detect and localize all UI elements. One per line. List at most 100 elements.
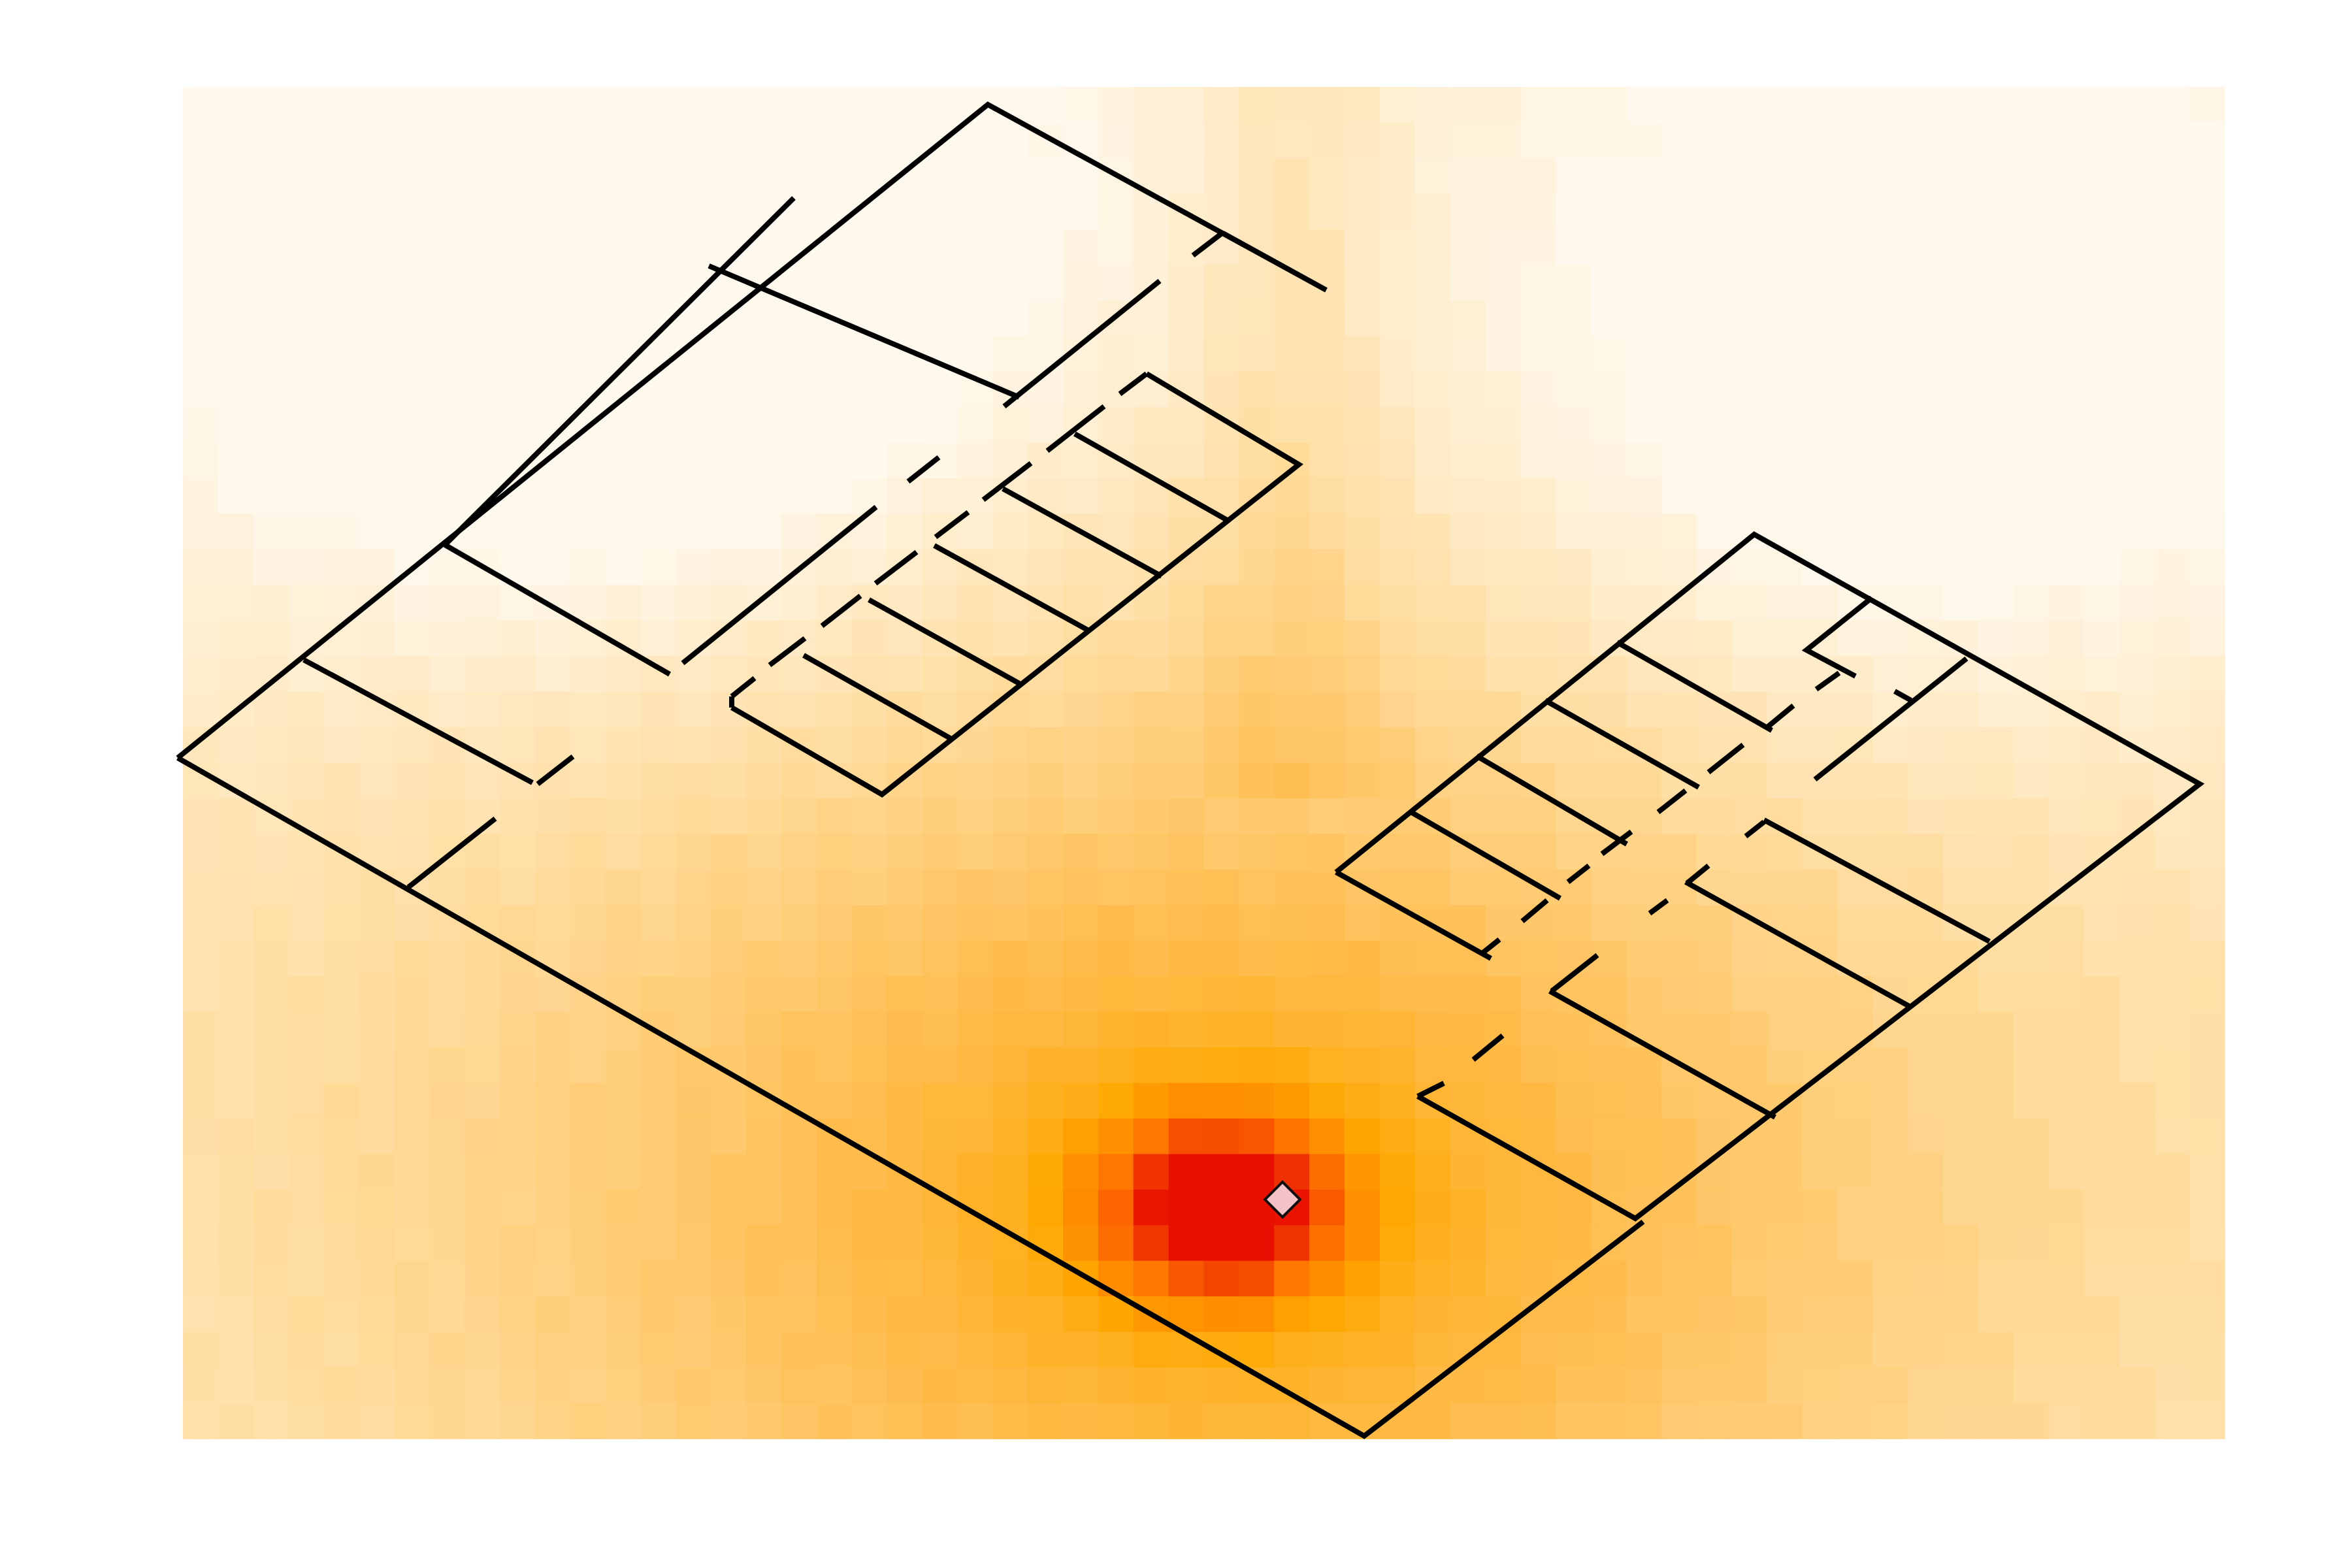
right-wing-room-walls (1408, 640, 1991, 1120)
heatmap-cell (1837, 620, 1874, 657)
heatmap-cell (676, 1296, 711, 1333)
heatmap-cell (1908, 229, 1944, 266)
heatmap-cell (253, 691, 289, 728)
heatmap-cell (1626, 371, 1662, 408)
heatmap-cell (2119, 1260, 2155, 1298)
heatmap-cell (2119, 336, 2155, 372)
heatmap-cell (605, 905, 642, 941)
heatmap-cell (2083, 976, 2120, 1013)
heatmap-cell (1661, 691, 1697, 728)
heatmap-cell (429, 193, 465, 230)
heatmap-cell (851, 1011, 888, 1048)
heatmap-cell (2048, 620, 2085, 657)
heatmap-cell (1767, 371, 1803, 408)
heatmap-cell (851, 620, 888, 657)
heatmap-cell (323, 1367, 360, 1404)
heatmap-cell (1379, 265, 1416, 301)
heatmap-cell (1767, 762, 1803, 799)
heatmap-cell (781, 1154, 817, 1190)
heatmap-cell (1379, 1154, 1416, 1190)
heatmap-cell (499, 1083, 536, 1119)
heatmap-cell (1203, 620, 1240, 657)
heatmap-cell (359, 656, 395, 693)
heatmap-cell (1414, 549, 1451, 586)
heatmap-cell (394, 656, 430, 693)
heatmap-cell (1239, 336, 1275, 372)
heatmap-cell (1908, 1260, 1944, 1298)
heatmap-cell (1978, 514, 2014, 550)
heatmap-cell (288, 122, 325, 159)
heatmap-cell (851, 1189, 888, 1226)
heatmap-cell (2119, 442, 2155, 479)
heatmap-cell (640, 976, 677, 1013)
heatmap-cell (1942, 1047, 1979, 1084)
heatmap-cell (2189, 1189, 2225, 1226)
heatmap-cell (218, 620, 254, 657)
heatmap-cell (2189, 1296, 2225, 1333)
heatmap-cell (1379, 976, 1416, 1013)
heatmap-cell (1626, 478, 1662, 515)
right-wing-outline (1334, 531, 2205, 1222)
heatmap-cell (1626, 656, 1662, 693)
heatmap-cell (499, 157, 536, 195)
heatmap-cell (1168, 585, 1205, 621)
heatmap-cell (851, 1403, 888, 1439)
heatmap-cell (781, 193, 817, 230)
heatmap-cell (1520, 87, 1557, 123)
heatmap-cell (218, 300, 254, 336)
heatmap-cell (429, 976, 465, 1013)
heatmap-cell (605, 762, 642, 799)
heatmap-cell (992, 798, 1028, 835)
heatmap-cell (2119, 1047, 2155, 1084)
heatmap-cell (1661, 229, 1697, 266)
heatmap-cell (2048, 1083, 2085, 1119)
heatmap-cell (1028, 1083, 1064, 1119)
heatmap-cell (570, 585, 606, 621)
heatmap-cell (2048, 193, 2085, 230)
heatmap-cell (1942, 1154, 1979, 1190)
heatmap-cell (1767, 1260, 1803, 1298)
heatmap-cell (1802, 869, 1838, 906)
heatmap-cell (429, 1083, 465, 1119)
heatmap-cell (429, 940, 465, 977)
heatmap-cell (1379, 122, 1416, 159)
heatmap-cell (2048, 1260, 2085, 1298)
heatmap-cell (1942, 442, 1979, 479)
heatmap-cell (253, 620, 289, 657)
heatmap-cell (1098, 1154, 1134, 1190)
heatmap-cell (1450, 300, 1486, 336)
heatmap-cell (288, 193, 325, 230)
heatmap-cell (1450, 122, 1486, 159)
heatmap-cell (1591, 1331, 1627, 1368)
heatmap-cell (534, 834, 571, 870)
heatmap-cell (1062, 585, 1099, 621)
heatmap-cell (676, 620, 711, 657)
heatmap-cell (253, 1225, 289, 1262)
heatmap-cell (1345, 1189, 1380, 1226)
heatmap-cell (2189, 193, 2225, 230)
heatmap-cell (2154, 1296, 2190, 1333)
heatmap-cell (922, 869, 958, 906)
heatmap-cell (183, 229, 219, 266)
heatmap-cell (922, 371, 958, 408)
heatmap-cell (992, 1154, 1028, 1190)
heatmap-cell (1168, 1403, 1205, 1439)
heatmap-cell (711, 193, 747, 230)
heatmap-cell (534, 620, 571, 657)
heatmap-cell (992, 229, 1028, 266)
heatmap-cell (465, 300, 500, 336)
heatmap-cell (1345, 478, 1380, 515)
heatmap-cell (2154, 976, 2190, 1013)
heatmap-cell (429, 336, 465, 372)
heatmap-cell (1696, 300, 1733, 336)
heatmap-cell (570, 1367, 606, 1404)
heatmap-cell (1414, 229, 1451, 266)
heatmap-cell (570, 727, 606, 764)
heatmap-cell (1133, 976, 1169, 1013)
heatmap-cell (429, 1189, 465, 1226)
heatmap-cell (1626, 514, 1662, 550)
heatmap-cell (781, 478, 817, 515)
heatmap-cell (1942, 478, 1979, 515)
heatmap-cell (1098, 87, 1134, 123)
heatmap-cell (781, 1118, 817, 1155)
